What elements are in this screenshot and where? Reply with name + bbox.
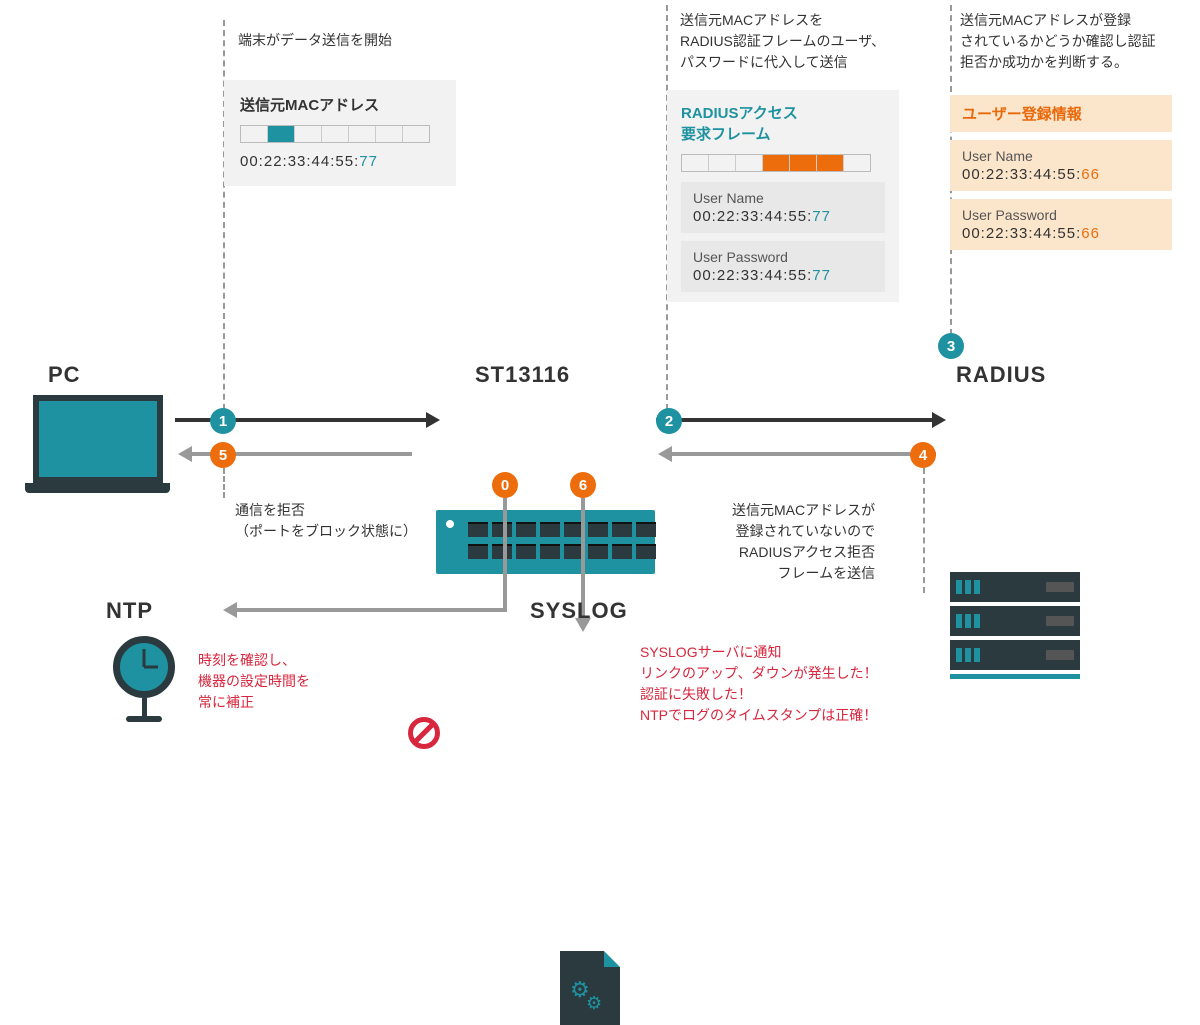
diagram-canvas: 端末がデータ送信を開始 送信元MACアドレス 00:22:33:44:55:77… [0, 0, 1200, 781]
panel-user-reg: ユーザー登録情報 User Name 00:22:33:44:55:66 Use… [950, 95, 1172, 250]
arrow-switch-to-radius [656, 418, 936, 422]
guide-line [223, 468, 225, 498]
caption-pc-start: 端末がデータ送信を開始 [238, 30, 392, 51]
caption-syslog: SYSLOGサーバに通知 リンクのアップ、ダウンが発生した！ 認証に失敗した！ … [640, 642, 878, 726]
panel-title: 送信元MACアドレス [240, 94, 440, 115]
panel-src-mac: 送信元MACアドレス 00:22:33:44:55:77 [224, 80, 456, 186]
pc-icon [25, 395, 170, 505]
frame-bar [681, 154, 871, 172]
caption-access-req: 送信元MACアドレスを RADIUS認証フレームのユーザ、 パスワードに代入して… [680, 10, 885, 73]
caption-deny: 通信を拒否 （ポートをブロック状態に） [235, 500, 417, 542]
arrow-head [932, 412, 946, 428]
user-pw-box: User Password 00:22:33:44:55:66 [950, 199, 1172, 250]
caption-ntp: 時刻を確認し、 機器の設定時間を 常に補正 [198, 650, 310, 713]
step-2: 2 [656, 408, 682, 434]
arrow-head [426, 412, 440, 428]
arrow-to-ntp-v [503, 498, 507, 608]
step-6: 6 [570, 472, 596, 498]
syslog-icon: ⚙ ⚙ [560, 951, 620, 1025]
pc-label: PC [48, 362, 81, 388]
arrow-to-ntp-h [235, 608, 507, 612]
deny-icon [408, 717, 440, 749]
user-name-box: User Name 00:22:33:44:55:77 [681, 182, 885, 233]
syslog-label: SYSLOG [530, 598, 628, 624]
caption-radius-check: 送信元MACアドレスが登録 されているかどうか確認し認証 拒否か成功かを判断する… [960, 10, 1156, 73]
mac-bar [240, 125, 430, 143]
step-5: 5 [210, 442, 236, 468]
step-3: 3 [938, 333, 964, 359]
switch-icon [436, 510, 655, 574]
radius-label: RADIUS [956, 362, 1046, 388]
user-name-box: User Name 00:22:33:44:55:66 [950, 140, 1172, 191]
arrow-head [223, 602, 237, 618]
ntp-icon [113, 636, 175, 722]
switch-label: ST13116 [475, 362, 570, 388]
panel-title: RADIUSアクセス 要求フレーム [681, 102, 885, 144]
panel-access-req: RADIUSアクセス 要求フレーム User Name 00:22:33:44:… [667, 90, 899, 302]
arrow-radius-to-switch [670, 452, 936, 456]
caption-reject: 送信元MACアドレスが 登録されていないので RADIUSアクセス拒否 フレーム… [732, 500, 875, 584]
step-4: 4 [910, 442, 936, 468]
step-1: 1 [210, 408, 236, 434]
user-pw-box: User Password 00:22:33:44:55:77 [681, 241, 885, 292]
arrow-head [178, 446, 192, 462]
step-0: 0 [492, 472, 518, 498]
arrow-head [658, 446, 672, 462]
mac-value: 00:22:33:44:55:77 [240, 153, 440, 170]
guide-line [923, 468, 925, 593]
ntp-label: NTP [106, 598, 153, 624]
radius-icon [950, 572, 1080, 677]
